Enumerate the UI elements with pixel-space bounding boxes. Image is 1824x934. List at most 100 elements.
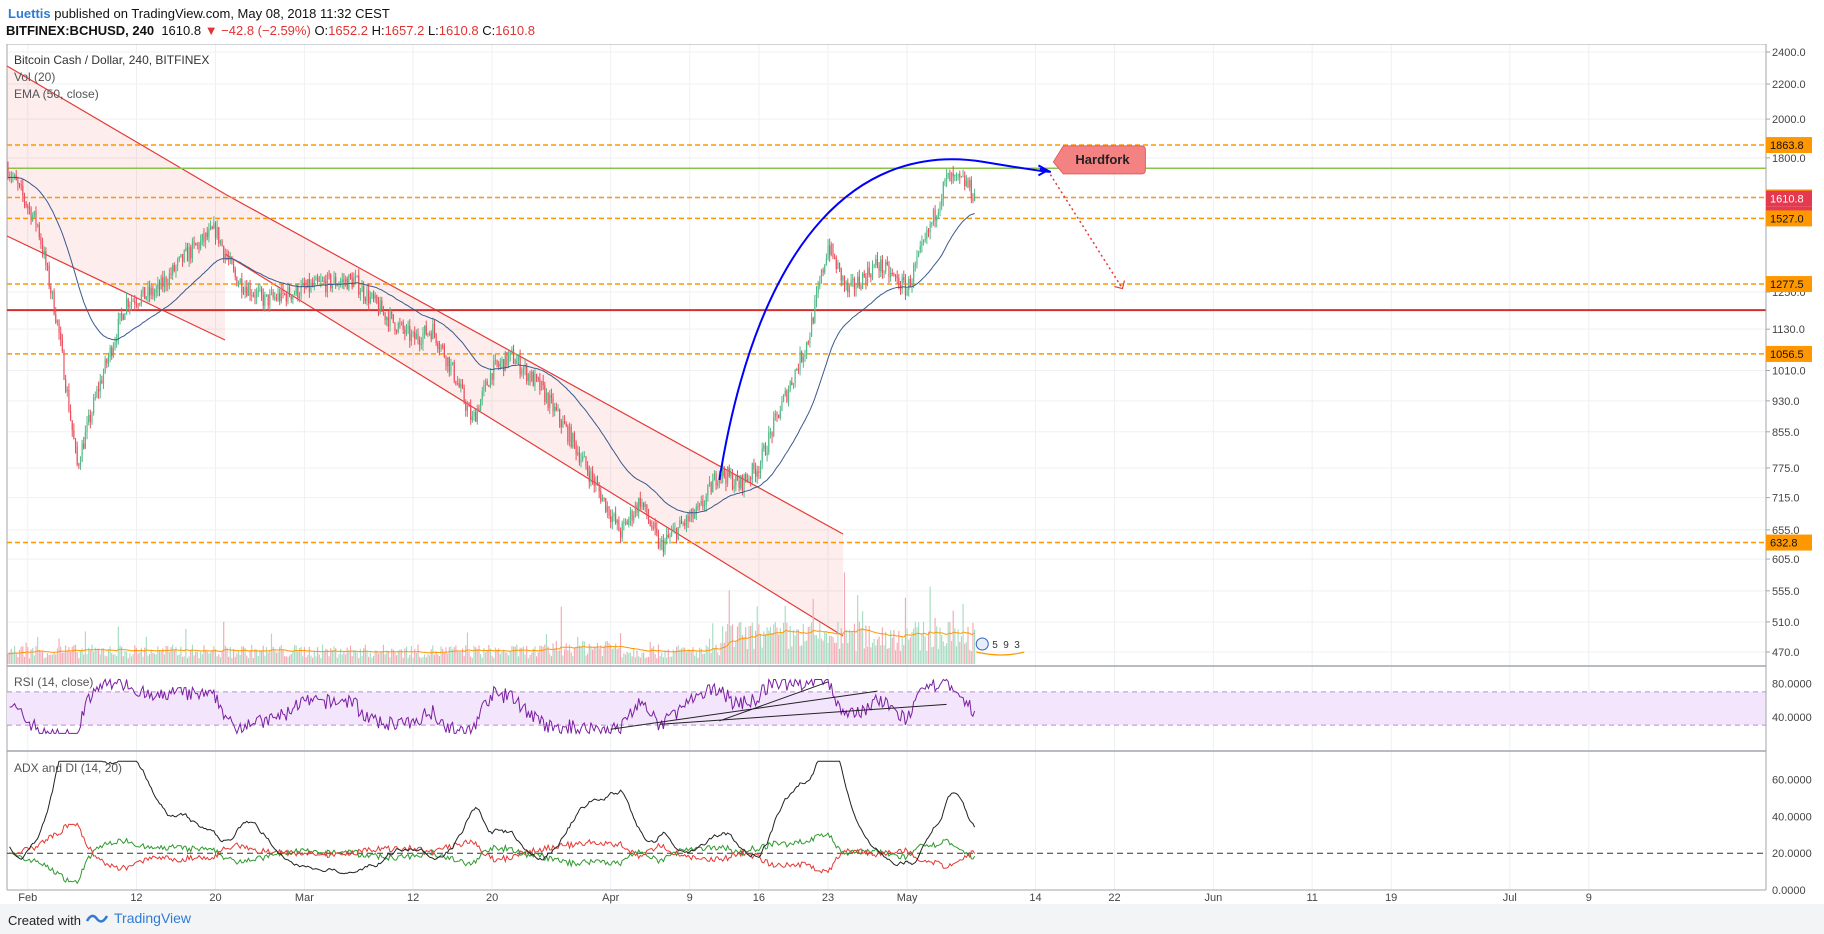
candle-body — [740, 475, 742, 488]
volume-bar — [392, 649, 394, 664]
volume-bar — [554, 648, 556, 664]
channel-right-upper — [224, 193, 844, 535]
volume-bar — [516, 644, 518, 664]
volume-bar — [257, 656, 259, 664]
volume-bar — [493, 657, 495, 664]
volume-bar — [440, 646, 442, 664]
candle-body — [748, 478, 750, 481]
volume-bar — [353, 650, 355, 664]
candle-body — [687, 515, 689, 522]
volume-bar — [468, 651, 470, 664]
low-value: 1610.8 — [438, 23, 479, 38]
volume-bar — [570, 652, 572, 664]
volume-bar — [707, 646, 709, 664]
volume-bar — [666, 657, 668, 664]
candle-body — [773, 417, 775, 436]
volume-bar — [700, 648, 702, 664]
candle-body — [972, 198, 974, 201]
volume-bar — [471, 657, 473, 664]
volume-bar — [791, 646, 793, 664]
volume-bar — [23, 656, 26, 664]
volume-bar — [68, 647, 70, 664]
volume-bar — [774, 621, 776, 664]
candle-body — [402, 322, 404, 330]
volume-bar — [412, 657, 414, 664]
volume-bar — [694, 655, 696, 664]
volume-bar — [783, 622, 785, 664]
volume-bar — [417, 644, 419, 664]
candle-body — [626, 521, 628, 525]
tradingview-brand-label: TradingView — [114, 910, 192, 926]
volume-bar — [310, 655, 312, 664]
volume-bar — [667, 649, 669, 664]
candle-body — [321, 280, 324, 282]
volume-bar — [544, 644, 546, 664]
candle-body — [697, 506, 699, 508]
volume-bar — [605, 641, 607, 664]
volume-bar — [506, 652, 508, 664]
volume-bar — [452, 649, 454, 664]
volume-bar — [965, 642, 967, 664]
volume-bar — [386, 650, 388, 664]
volume-bar — [290, 654, 292, 664]
rsi-line — [9, 677, 976, 736]
candle-body — [214, 223, 217, 238]
candle-body — [51, 291, 54, 294]
volume-bar — [389, 657, 391, 664]
candle-body — [903, 277, 905, 280]
candle-body — [236, 276, 238, 286]
volume-bar — [539, 645, 541, 664]
candle-body — [669, 535, 671, 538]
candle-body — [565, 424, 567, 426]
volume-bar — [234, 656, 236, 664]
volume-bar — [71, 646, 73, 664]
volume-bar — [814, 635, 816, 664]
candle-body — [636, 505, 638, 513]
candle-body — [364, 298, 366, 301]
author-link[interactable]: Luettis — [8, 6, 51, 21]
candle-body — [96, 388, 98, 397]
candle-body — [926, 230, 928, 239]
candle-body — [442, 345, 444, 347]
time-tick-label: Apr — [602, 892, 619, 904]
volume-bar — [560, 606, 562, 664]
candle-body — [560, 421, 562, 428]
candle-body — [610, 516, 612, 523]
volume-bar — [871, 642, 874, 664]
candle-body — [231, 257, 233, 265]
user-drawings[interactable]: Hardfork 5 9 3 — [718, 145, 1146, 656]
volume-bar — [751, 622, 753, 664]
candle-body — [779, 410, 781, 419]
candle-body — [700, 500, 702, 504]
volume-bar — [550, 656, 552, 664]
candle-body — [858, 276, 860, 287]
tradingview-brand[interactable]: TradingView — [86, 910, 191, 926]
candle-body — [539, 378, 541, 390]
volume-bar — [519, 647, 521, 664]
volume-bar — [88, 647, 90, 664]
volume-bar — [231, 657, 233, 664]
volume-bar — [868, 626, 870, 664]
candle-body — [489, 373, 492, 387]
volume-bar — [251, 644, 253, 664]
volume-bar — [361, 655, 363, 664]
candle-body — [756, 471, 758, 477]
level-tag-label: 1527.0 — [1770, 213, 1804, 225]
candle-body — [494, 360, 496, 362]
candle-body — [639, 498, 641, 507]
price-tick-label: 470.0 — [1772, 647, 1800, 659]
volume-bar — [298, 648, 301, 664]
volume-bar — [155, 654, 157, 664]
candle-body — [379, 300, 381, 314]
volume-bar — [942, 641, 944, 664]
volume-bar — [766, 627, 768, 664]
candle-body — [121, 313, 123, 315]
volume-bar — [359, 648, 361, 664]
candle-body — [536, 374, 538, 378]
pane-frame — [6, 44, 1767, 891]
volume-bar — [488, 644, 490, 664]
volume-bar — [878, 636, 880, 664]
volume-bar — [293, 644, 296, 664]
volume-bar — [287, 656, 289, 664]
